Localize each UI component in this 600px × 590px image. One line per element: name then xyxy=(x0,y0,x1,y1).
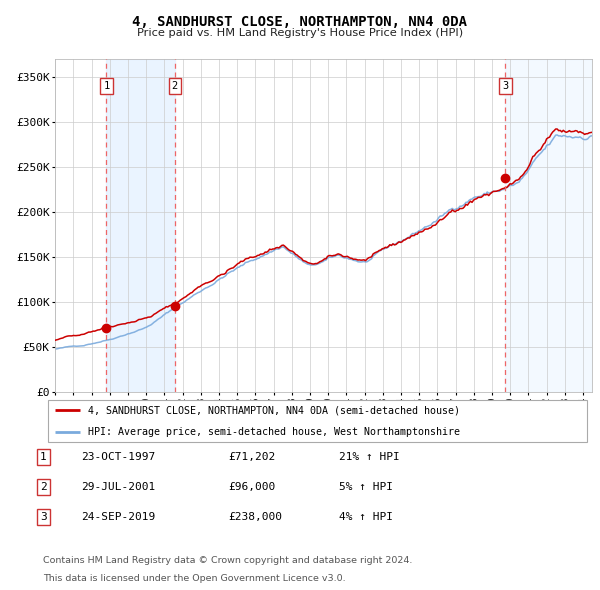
Text: 1: 1 xyxy=(103,81,109,91)
Text: 2: 2 xyxy=(172,81,178,91)
Text: 1: 1 xyxy=(40,452,47,461)
Text: 3: 3 xyxy=(502,81,508,91)
Text: Price paid vs. HM Land Registry's House Price Index (HPI): Price paid vs. HM Land Registry's House … xyxy=(137,28,463,38)
Text: 3: 3 xyxy=(40,512,47,522)
Text: 4, SANDHURST CLOSE, NORTHAMPTON, NN4 0DA: 4, SANDHURST CLOSE, NORTHAMPTON, NN4 0DA xyxy=(133,15,467,29)
Text: 24-SEP-2019: 24-SEP-2019 xyxy=(81,512,155,522)
Text: 29-JUL-2001: 29-JUL-2001 xyxy=(81,482,155,491)
Text: £96,000: £96,000 xyxy=(228,482,275,491)
Text: 4% ↑ HPI: 4% ↑ HPI xyxy=(339,512,393,522)
Text: Contains HM Land Registry data © Crown copyright and database right 2024.: Contains HM Land Registry data © Crown c… xyxy=(43,556,413,565)
FancyBboxPatch shape xyxy=(48,400,587,442)
Text: 4, SANDHURST CLOSE, NORTHAMPTON, NN4 0DA (semi-detached house): 4, SANDHURST CLOSE, NORTHAMPTON, NN4 0DA… xyxy=(88,405,460,415)
Bar xyxy=(106,59,175,392)
Text: 5% ↑ HPI: 5% ↑ HPI xyxy=(339,482,393,491)
Text: 21% ↑ HPI: 21% ↑ HPI xyxy=(339,452,400,461)
Bar xyxy=(505,59,592,392)
Text: HPI: Average price, semi-detached house, West Northamptonshire: HPI: Average price, semi-detached house,… xyxy=(88,427,460,437)
Text: This data is licensed under the Open Government Licence v3.0.: This data is licensed under the Open Gov… xyxy=(43,574,346,583)
Text: £238,000: £238,000 xyxy=(228,512,282,522)
Text: 23-OCT-1997: 23-OCT-1997 xyxy=(81,452,155,461)
Text: £71,202: £71,202 xyxy=(228,452,275,461)
Text: 2: 2 xyxy=(40,482,47,491)
